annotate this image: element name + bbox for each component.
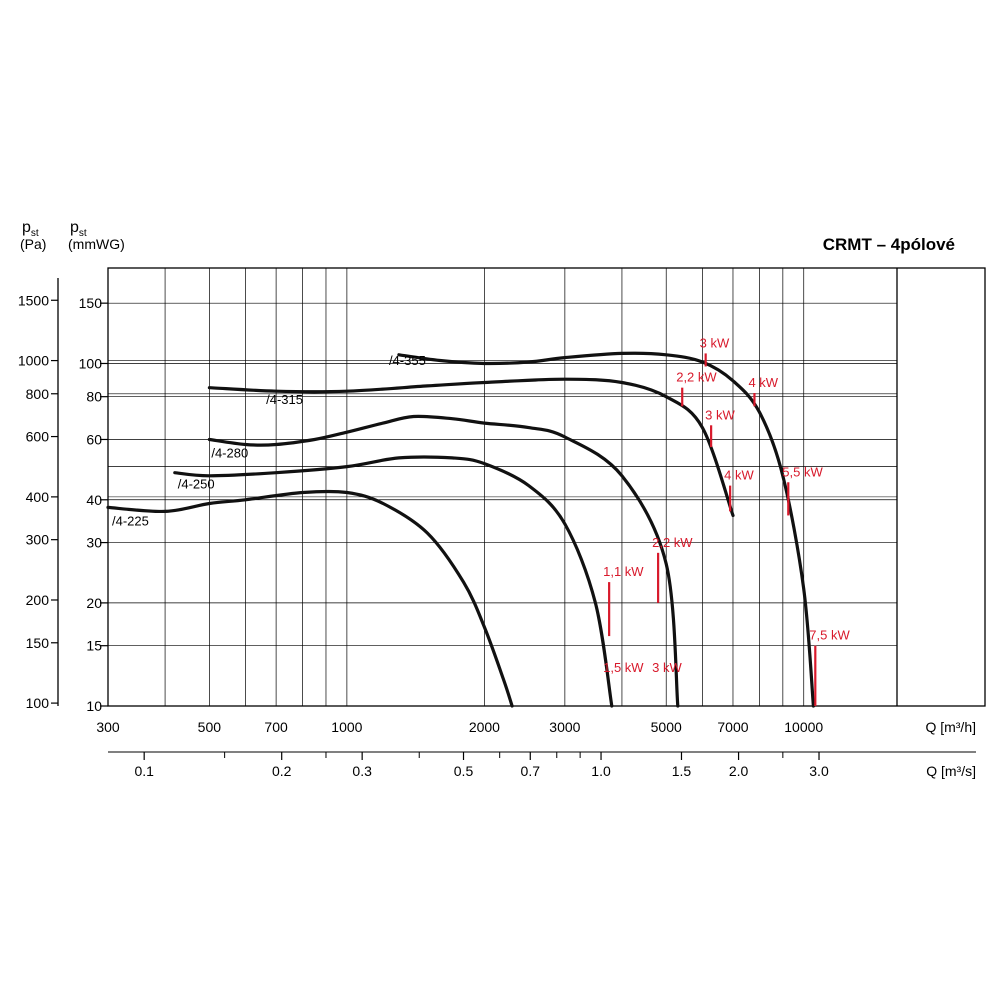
- fan-curve: [207, 414, 680, 708]
- power-mark-label: 3 kW: [700, 335, 730, 350]
- mmwg-axis-unit: (mmWG): [68, 236, 125, 252]
- x-tick-label: 10000: [784, 719, 823, 735]
- mmwg-axis-subscript: st: [79, 228, 87, 239]
- m3s-tick-label: 3.0: [809, 763, 829, 779]
- mmwg-tick-label: 60: [86, 431, 102, 447]
- pa-axis-symbol: p: [22, 219, 31, 236]
- mmwg-tick-label: 20: [86, 595, 102, 611]
- mmwg-tick-label: 40: [86, 492, 102, 508]
- chart-labels: 100 150 200 300 400 600 800 1000 1500 10 15 20 30 40 6…: [18, 219, 976, 779]
- plot-frame: [51, 267, 986, 760]
- m3s-tick-label: 0.2: [272, 763, 292, 779]
- x-tick-label: 500: [198, 719, 222, 735]
- x-tick-label: 700: [264, 719, 288, 735]
- mmwg-tick-label: 150: [79, 295, 103, 311]
- power-mark-label: 1,1 kW: [603, 564, 644, 579]
- x-tick-label: 7000: [717, 719, 748, 735]
- series-label: /4-225: [112, 513, 149, 528]
- x-tick-label: 1000: [331, 719, 362, 735]
- pa-tick-label: 800: [26, 386, 50, 402]
- mmwg-axis-title: pst: [70, 219, 87, 239]
- pa-axis-subscript: st: [31, 228, 39, 239]
- pa-tick-label: 1000: [18, 353, 49, 369]
- mmwg-tick-label: 10: [86, 698, 102, 714]
- m3s-tick-label: 0.1: [134, 763, 154, 779]
- pa-tick-label: 1500: [18, 292, 49, 308]
- x-tick-label: 3000: [549, 719, 580, 735]
- pa-tick-label: 200: [26, 592, 50, 608]
- m3s-tick-label: 0.5: [454, 763, 474, 779]
- pa-tick-label: 400: [26, 489, 50, 505]
- fan-curve: [207, 377, 735, 518]
- m3s-axis-title: Q [m³/s]: [926, 763, 976, 779]
- power-mark-label: 4 kW: [724, 468, 754, 483]
- series-label: /4-355: [389, 353, 426, 368]
- mmwg-tick-label: 15: [86, 638, 102, 654]
- power-mark-label: 7,5 kW: [809, 628, 850, 643]
- power-mark-label: 2,2 kW: [676, 370, 717, 385]
- pa-tick-label: 300: [26, 532, 50, 548]
- fan-curves: [106, 351, 815, 708]
- fan-curve: [106, 489, 514, 708]
- mmwg-tick-label: 30: [86, 535, 102, 551]
- m3s-tick-label: 1.0: [591, 763, 611, 779]
- chart-title: CRMT – 4pólové: [823, 235, 955, 254]
- m3s-tick-label: 0.3: [352, 763, 372, 779]
- mmwg-axis-symbol: p: [70, 219, 79, 236]
- grid: [108, 268, 897, 706]
- m3s-tick-label: 2.0: [729, 763, 749, 779]
- pa-axis-unit: (Pa): [20, 236, 46, 252]
- series-label: /4-280: [211, 445, 248, 460]
- series-label: /4-250: [178, 477, 215, 492]
- x-tick-label: 5000: [651, 719, 682, 735]
- pa-axis-title: pst: [22, 219, 39, 239]
- pa-tick-label: 600: [26, 429, 50, 445]
- plot-border: [107, 267, 986, 707]
- series-label: /4-315: [266, 392, 303, 407]
- x-tick-label: 2000: [469, 719, 500, 735]
- power-mark-label: 3 kW: [705, 407, 735, 422]
- power-marks: 1,1 kW 1,5 kW 2,2 kW 3 kW 2,2 kW 3 kW 4 kW 3 kW…: [603, 335, 850, 706]
- power-mark-label: 2,2 kW: [652, 535, 693, 550]
- mmwg-tick-label: 100: [79, 355, 103, 371]
- m3s-tick-label: 0.7: [521, 763, 541, 779]
- pa-tick-label: 100: [26, 695, 50, 711]
- power-mark-label: 1,5 kW: [603, 660, 644, 675]
- x-axis-title: Q [m³/h]: [925, 719, 976, 735]
- fan-curve: [173, 455, 614, 708]
- pa-tick-label: 150: [26, 635, 50, 651]
- x-tick-label: 300: [96, 719, 120, 735]
- power-mark-label: 3 kW: [652, 660, 682, 675]
- power-mark-label: 4 kW: [748, 375, 778, 390]
- m3s-tick-label: 1.5: [672, 763, 692, 779]
- power-mark-label: 5,5 kW: [782, 464, 823, 479]
- fan-curve: [397, 351, 815, 708]
- mmwg-tick-label: 80: [86, 389, 102, 405]
